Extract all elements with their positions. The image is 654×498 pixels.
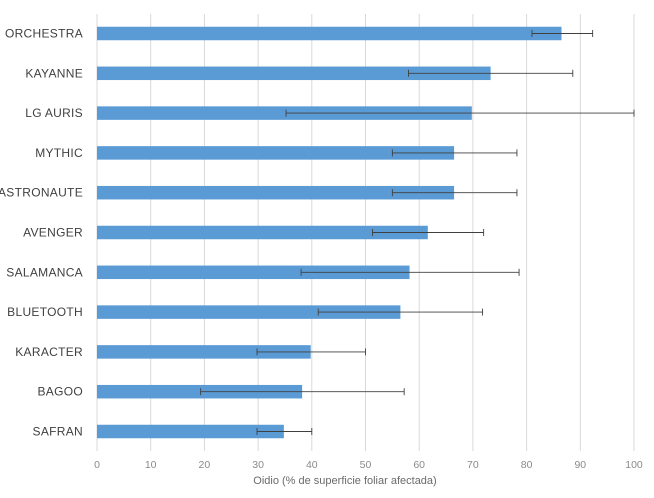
x-tick-label: 60 [413,459,425,471]
x-tick-label: 80 [521,459,533,471]
bar [97,106,472,120]
category-label: AVENGER [23,226,83,240]
category-label: KARACTER [15,345,83,359]
bar [97,265,410,280]
category-label: KAYANNE [25,66,83,80]
category-label: MYTHIC [35,146,83,160]
bar [97,26,562,41]
bar [97,305,401,319]
category-label: SAFRAN [33,425,83,439]
x-axis-title: Oidio (% de superficie foliar afectada) [253,475,436,487]
category-labels: ORCHESTRA KAYANNE LG AURIS MYTHIC ASTRONAUTE… [0,27,83,439]
x-tick-label: 40 [306,459,318,471]
bars [97,26,562,439]
x-tick-label: 70 [467,459,479,471]
bar [97,66,491,81]
x-tick-label: 30 [252,459,264,471]
x-tick-label: 100 [625,459,643,471]
x-tick-label: 90 [574,459,586,471]
bar [97,225,428,240]
bar [97,424,284,439]
x-tick-label: 50 [360,459,372,471]
x-tick-labels: 0 10 20 30 40 50 60 70 80 90 100 [94,459,643,471]
x-tick-label: 20 [199,459,211,471]
error-bars [200,30,635,435]
category-label: LG AURIS [25,106,83,120]
x-tick-label: 0 [94,459,100,471]
bar [97,185,455,200]
x-tick-label: 10 [145,459,157,471]
category-label: ORCHESTRA [5,27,83,41]
category-label: ASTRONAUTE [0,186,83,200]
category-label: BLUETOOTH [7,305,83,319]
category-label: BAGOO [37,385,83,399]
bar [97,146,455,160]
category-label: SALAMANCA [6,265,83,279]
bar [97,384,303,399]
